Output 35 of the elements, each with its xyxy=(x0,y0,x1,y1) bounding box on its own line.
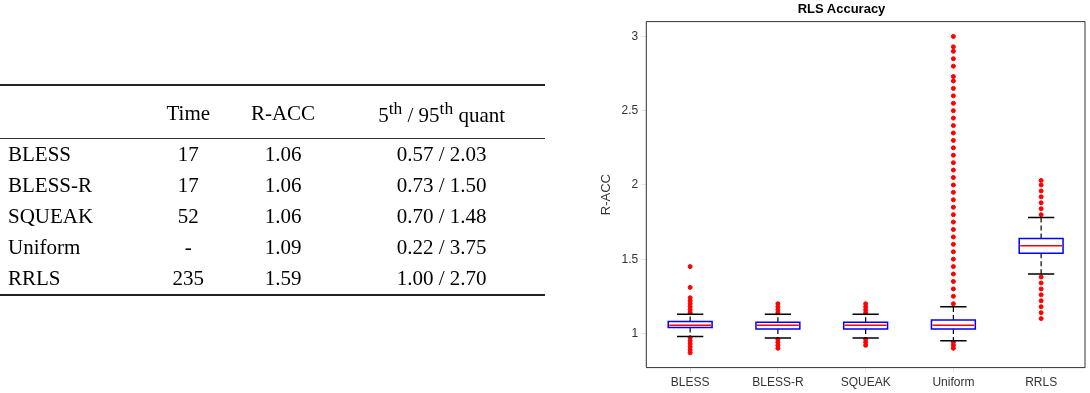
text: 17 xyxy=(177,142,199,166)
x-tick-label: BLESS xyxy=(670,375,710,390)
category-label: BLESS xyxy=(8,142,72,166)
x-tick-label: Uniform xyxy=(932,375,975,390)
y-tick-label: 2.5 xyxy=(621,103,639,118)
text: 0.22 / 3.75 xyxy=(396,235,487,259)
category-label: BLESS-R xyxy=(8,173,93,197)
text: 1.06 xyxy=(264,173,302,197)
x-tick-label: BLESS-R xyxy=(752,375,804,390)
text: 0.70 / 1.48 xyxy=(396,204,487,228)
category-label: Uniform xyxy=(8,235,81,259)
y-axis-title: R-ACC xyxy=(598,174,614,216)
text: 1.06 xyxy=(264,204,302,228)
text: 1.00 / 2.70 xyxy=(396,266,487,290)
text: 0.73 / 1.50 xyxy=(396,173,487,197)
text: 0.57 / 2.03 xyxy=(396,142,487,166)
text: 17 xyxy=(177,173,199,197)
category-label: Time xyxy=(148,85,228,139)
y-tick-label: 3 xyxy=(631,28,639,43)
x-tick-label: RRLS xyxy=(1025,375,1058,390)
y-tick-label: 1 xyxy=(631,325,639,340)
text: 235 xyxy=(172,266,204,290)
category-label: RRLS xyxy=(8,266,61,290)
text: 1.06 xyxy=(264,142,302,166)
text: 1.59 xyxy=(264,266,302,290)
chart-title: RLS Accuracy xyxy=(797,1,887,17)
y-tick-label: 1.5 xyxy=(621,251,639,266)
text: 1.09 xyxy=(264,235,302,259)
text: 52 xyxy=(177,204,199,228)
category-label: 5$^{th}$ / 95$^{th}$ quant xyxy=(338,85,545,139)
category-label: SQUEAK xyxy=(8,204,94,228)
text: - xyxy=(184,235,192,259)
category-label: R-ACC xyxy=(227,85,339,139)
x-tick-label: SQUEAK xyxy=(840,375,891,390)
y-tick-label: 2 xyxy=(631,177,639,192)
